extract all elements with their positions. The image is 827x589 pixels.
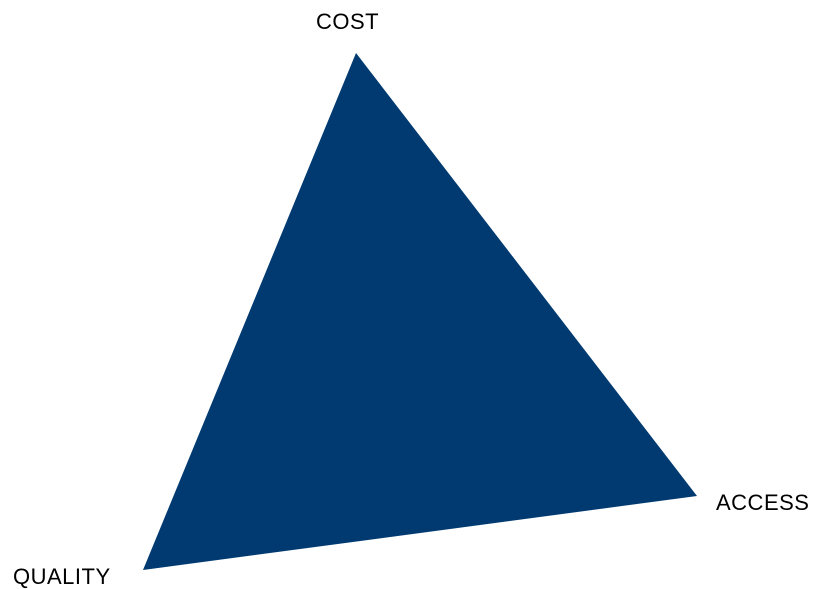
label-quality: QUALITY: [13, 564, 111, 589]
label-access: ACCESS: [716, 490, 810, 515]
label-cost: COST: [316, 9, 380, 34]
triangle-shape: [143, 53, 697, 570]
